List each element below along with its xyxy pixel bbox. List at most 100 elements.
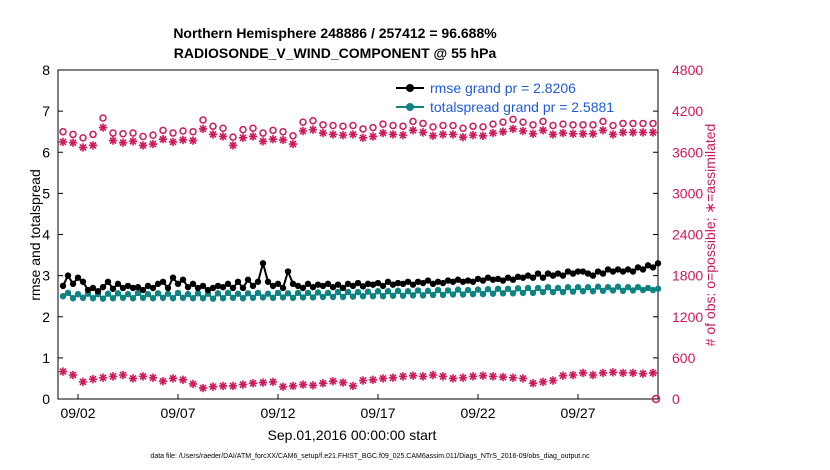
obs_low-point (468, 372, 478, 381)
obs_assimilated-point (628, 128, 638, 137)
y-left-tick-label: 6 (42, 144, 50, 160)
totalspread-point (469, 290, 477, 298)
rmse-point (354, 279, 362, 287)
obs_low-point (388, 373, 398, 382)
rmse-point (379, 282, 387, 290)
totalspread-point (249, 294, 257, 302)
obs_possible-point (559, 120, 567, 128)
obs_possible-point (599, 117, 607, 126)
rmse-point (479, 277, 487, 284)
rmse-point (534, 270, 542, 277)
y-left-tick-label: 4 (42, 227, 50, 243)
obs_possible-point (569, 121, 577, 129)
obs_assimilated-point (538, 126, 548, 135)
rmse-point (299, 284, 307, 292)
totalspread-point (124, 290, 132, 298)
y-left-tick-label: 8 (42, 62, 50, 78)
rmse-point (274, 280, 282, 288)
obs_assimilated-point (378, 128, 388, 138)
obs_low-point (438, 372, 448, 381)
totalspread-point (189, 295, 197, 302)
obs_low-point (328, 376, 338, 386)
obs_low-point (318, 379, 328, 388)
obs_assimilated-point (218, 132, 228, 141)
obs_assimilated-point (178, 135, 188, 145)
rmse-point (189, 280, 197, 288)
obs_possible-point (449, 121, 457, 130)
rmse-point (314, 281, 322, 288)
obs_low-point (518, 374, 528, 383)
rmse-point (549, 272, 557, 279)
obs_assimilated-point (158, 135, 168, 144)
obs_assimilated-point (198, 124, 208, 134)
obs_assimilated-point (638, 128, 648, 137)
totalspread-point (459, 291, 467, 298)
rmse-point (224, 280, 232, 288)
totalspread-point (209, 295, 217, 302)
totalspread-point (219, 295, 227, 302)
rmse-point (164, 284, 172, 292)
rmse-point (609, 268, 617, 275)
obs_possible-point (79, 134, 87, 142)
obs_assimilated-point (528, 129, 538, 138)
obs_low-point (338, 378, 348, 387)
totalspread-point (279, 294, 287, 301)
rmse-point (119, 284, 127, 292)
obs_assimilated-point (458, 132, 468, 142)
totalspread-point (284, 290, 292, 297)
rmse-point (524, 272, 532, 279)
legend-rmse-label: rmse grand pr = 2.8206 (430, 80, 576, 96)
obs_possible-point (339, 122, 347, 130)
rmse-point (619, 268, 627, 275)
obs_assimilated-point (188, 136, 198, 145)
obs_assimilated-point (478, 131, 488, 140)
obs_possible-point (319, 121, 327, 129)
obs_assimilated-point (328, 130, 338, 139)
rmse-point (434, 278, 442, 285)
rmse-point (264, 278, 272, 285)
rmse-point (79, 278, 87, 285)
rmse-point (389, 281, 397, 288)
rmse-point (594, 268, 602, 275)
obs_low-point (358, 376, 368, 385)
obs_possible-point (439, 121, 447, 130)
obs_low-point (588, 370, 598, 380)
obs_assimilated-point (128, 137, 138, 146)
totalspread-point (384, 288, 392, 295)
obs_low-point (488, 372, 498, 381)
rmse-point (564, 268, 572, 275)
y-left-tick-label: 7 (42, 103, 50, 119)
rmse-point (439, 279, 447, 287)
obs_low-point (428, 370, 438, 380)
footnote: data file: /Users/raeder/DAI/ATM_forcXX/… (150, 453, 590, 460)
rmse-point (324, 280, 332, 288)
obs_possible-point (239, 125, 247, 134)
x-tick-label: 09/27 (560, 405, 595, 421)
rmse-point (159, 278, 167, 285)
obs_low-point (288, 381, 298, 391)
obs_assimilated-point (98, 123, 108, 132)
obs_assimilated-point (118, 138, 128, 147)
rmse-point (89, 284, 97, 292)
x-tick-label: 09/07 (160, 405, 195, 421)
obs_assimilated-point (88, 141, 98, 150)
totalspread-point (539, 288, 547, 296)
totalspread-point (464, 286, 472, 294)
obs_possible-point (69, 130, 77, 139)
obs_possible-point (369, 123, 377, 132)
obs_low-point (308, 381, 318, 390)
x-tick-label: 09/12 (260, 405, 295, 421)
obs_assimilated-point (138, 141, 148, 150)
totalspread-point (274, 289, 282, 297)
totalspread-point (454, 286, 462, 293)
rmse-point (319, 282, 327, 290)
rmse-point (519, 274, 527, 281)
rmse-point (634, 264, 642, 271)
obs_low-point (68, 370, 78, 380)
rmse-point (304, 280, 312, 288)
totalspread-point (134, 289, 142, 297)
totalspread-point (64, 289, 72, 297)
rmse-point (384, 278, 392, 285)
obs_assimilated-point (578, 129, 588, 138)
rmse-point (489, 276, 497, 283)
